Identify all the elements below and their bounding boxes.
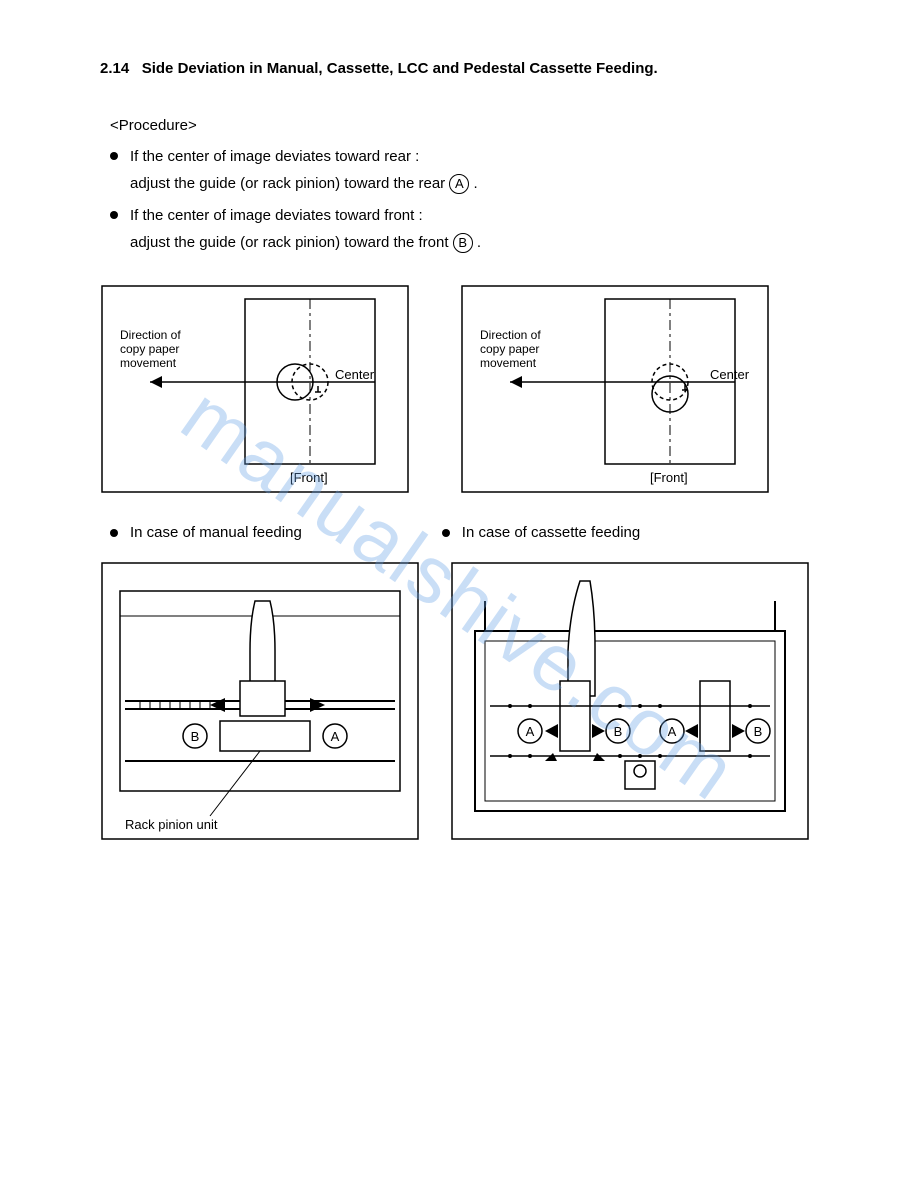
diagram-right: Direction of copy paper movement Center … (460, 284, 770, 494)
diagram-right-front: [Front] (650, 470, 688, 485)
diagram-left-dir-l3: movement (120, 356, 177, 370)
diagram-right-center: Center (710, 367, 750, 382)
diagram-left-dir-l1: Direction of (120, 328, 181, 342)
diagram-left-dir-l2: copy paper (120, 342, 179, 356)
case-row: In case of manual feeding In case of cas… (110, 524, 818, 541)
procedure-item-2-line1: If the center of image deviates toward f… (130, 205, 423, 228)
section-number: 2.14 (100, 60, 129, 77)
photo-left-a: A (331, 729, 340, 744)
diagram-left-front: [Front] (290, 470, 328, 485)
case-cassette: In case of cassette feeding (442, 524, 640, 541)
circle-letter-b: B (453, 233, 473, 253)
photo-left: B A Rack pinion unit (100, 561, 420, 841)
procedure-item-1-line1: If the center of image deviates toward r… (130, 146, 419, 169)
procedure-item-1-line2: adjust the guide (or rack pinion) toward… (130, 173, 818, 196)
photo-right: B --> A B B --> A B (450, 561, 810, 841)
case-manual-text: In case of manual feeding (130, 524, 302, 541)
diagram-right-dir-l2: copy paper (480, 342, 539, 356)
photo-right-a2: A (668, 724, 677, 739)
bullet-icon (110, 211, 118, 219)
photo-right-b2: B (754, 724, 763, 739)
circle-letter-a: A (449, 174, 469, 194)
photo-row: B A Rack pinion unit (100, 561, 818, 841)
procedure-label: <Procedure> (110, 117, 818, 134)
section-title-text: Side Deviation in Manual, Cassette, LCC … (142, 60, 658, 77)
diagram-left: Direction of copy paper movement Center … (100, 284, 410, 494)
diagram-row: Direction of copy paper movement Center … (100, 284, 818, 494)
rack-pinion-label: Rack pinion unit (125, 817, 218, 832)
photo-right-b1: B (614, 724, 623, 739)
procedure-item-1: If the center of image deviates toward r… (110, 146, 818, 169)
case-manual: In case of manual feeding (110, 524, 302, 541)
photo-right-a1: A (526, 724, 535, 739)
procedure-item-2: If the center of image deviates toward f… (110, 205, 818, 228)
diagram-left-center: Center (335, 367, 375, 382)
diagram-right-dir-l1: Direction of (480, 328, 541, 342)
bullet-icon (442, 529, 450, 537)
bullet-icon (110, 529, 118, 537)
section-title: 2.14 Side Deviation in Manual, Cassette,… (100, 60, 818, 77)
photo-left-b: B (191, 729, 200, 744)
procedure-item-2-line2: adjust the guide (or rack pinion) toward… (130, 232, 818, 255)
case-cassette-text: In case of cassette feeding (462, 524, 640, 541)
diagram-right-dir-l3: movement (480, 356, 537, 370)
bullet-icon (110, 152, 118, 160)
